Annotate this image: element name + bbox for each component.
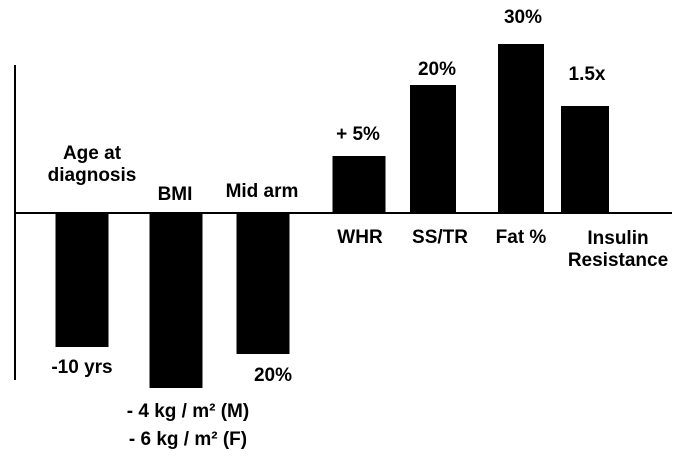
value-note: -10 yrs: [51, 357, 113, 378]
value-note: 1.5x: [568, 64, 606, 85]
bar: [498, 44, 544, 213]
category-label: Fat %: [495, 227, 547, 248]
value-note: - 6 kg / m² (F): [128, 429, 248, 450]
value-note: 20%: [417, 59, 457, 80]
value-note: - 4 kg / m² (M): [126, 401, 250, 422]
category-label: Age at diagnosis: [47, 143, 137, 186]
bar: [332, 156, 386, 213]
category-label: BMI: [157, 184, 193, 205]
value-note: + 5%: [336, 124, 380, 145]
category-label: Mid arm: [225, 181, 299, 202]
category-label: WHR: [337, 227, 383, 248]
bar: [236, 213, 290, 354]
bar: [149, 213, 203, 388]
value-note: 30%: [503, 7, 543, 28]
value-note: 20%: [253, 365, 293, 386]
bar: [410, 85, 456, 213]
category-label: SS/TR: [412, 227, 468, 248]
bar: [561, 106, 609, 213]
category-label: Insulin Resistance: [567, 228, 669, 271]
bar: [55, 213, 109, 347]
